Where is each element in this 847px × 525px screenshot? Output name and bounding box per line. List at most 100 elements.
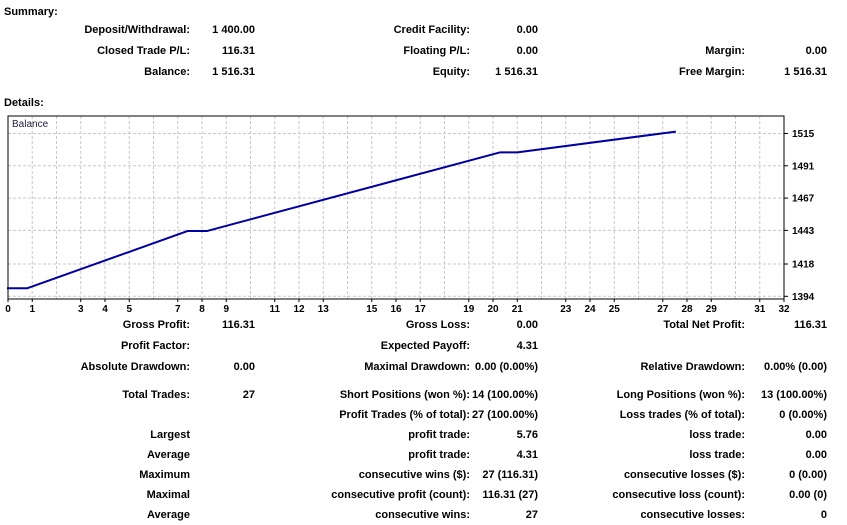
stat-label: Maximum	[139, 469, 190, 481]
stat-value	[190, 445, 255, 465]
stat-value: 0.00	[516, 45, 538, 57]
stat-label: Balance:	[144, 66, 190, 78]
stat-value	[190, 336, 255, 357]
stat-label: Profit Factor:	[120, 340, 190, 352]
stat-value: 27 (100.00%)	[471, 409, 538, 421]
svg-text:8: 8	[199, 304, 205, 313]
svg-text:11: 11	[269, 304, 280, 313]
stat-label: consecutive profit (count):	[331, 489, 470, 501]
stat-value	[745, 20, 827, 41]
stat-value	[190, 425, 255, 445]
svg-text:3: 3	[78, 304, 84, 313]
stat-value: 116.31 (27)	[482, 489, 538, 501]
stat-label: Absolute Drawdown:	[80, 361, 190, 373]
svg-text:17: 17	[415, 304, 427, 313]
trades-table: Total Trades: 27 Short Positions (won %): 1…	[0, 385, 847, 525]
svg-text:0: 0	[5, 304, 11, 313]
stat-row: Maximal consecutive profit (count): 116.31…	[0, 485, 847, 505]
svg-text:29: 29	[706, 304, 718, 313]
stat-value: 1 516.31	[495, 66, 538, 78]
stat-label: Expected Payoff:	[380, 340, 470, 352]
stat-label: Gross Loss:	[405, 319, 470, 331]
svg-text:1394: 1394	[792, 292, 815, 303]
stat-label: Gross Profit:	[122, 319, 190, 331]
svg-text:1418: 1418	[792, 260, 815, 271]
stat-label: consecutive wins ($):	[358, 469, 470, 481]
stat-label: consecutive losses:	[640, 509, 745, 521]
stat-row: Largest profit trade: 5.76 loss trade: 0.00	[0, 425, 847, 445]
svg-text:16: 16	[390, 304, 402, 313]
svg-text:23: 23	[560, 304, 572, 313]
balance-chart-svg: 0 1 3 4 5 7 8 9 11 12 13 15 16 17 19 20 21 23 24 25 27 28 29 31…	[5, 115, 815, 315]
svg-text:1515: 1515	[792, 129, 815, 140]
stat-label: Average	[146, 509, 190, 521]
svg-text:9: 9	[223, 304, 229, 313]
stat-value: 0.00 (0)	[789, 489, 827, 501]
stat-row: Absolute Drawdown: 0.00 Maximal Drawdown: 0…	[0, 357, 847, 378]
stat-label: Margin:	[705, 45, 745, 57]
stat-row: Average consecutive wins: 27 consecutive lo…	[0, 505, 847, 525]
stat-value: 27 (116.31)	[482, 469, 538, 481]
svg-text:27: 27	[657, 304, 669, 313]
stat-label: Maximal Drawdown:	[364, 361, 470, 373]
stat-value: 0.00	[516, 319, 538, 331]
stat-value: 116.31	[221, 319, 255, 331]
stat-value: 0.00 (0.00%)	[475, 361, 538, 373]
svg-text:25: 25	[609, 304, 621, 313]
svg-text:12: 12	[293, 304, 305, 313]
stat-label: Short Positions (won %):	[339, 389, 470, 401]
svg-text:15: 15	[366, 304, 378, 313]
stat-value: 0	[820, 509, 827, 521]
stat-value	[190, 405, 255, 425]
svg-text:5: 5	[126, 304, 132, 313]
stat-value: 0.00	[805, 45, 827, 57]
stat-value: 0.00	[805, 429, 827, 441]
stat-label: loss trade:	[689, 429, 745, 441]
stat-value: 0 (0.00)	[789, 469, 827, 481]
stat-row: Gross Profit: 116.31 Gross Loss: 0.00 Total …	[0, 315, 847, 336]
stat-value: 5.76	[516, 429, 538, 441]
svg-text:20: 20	[487, 304, 499, 313]
stat-value: 4.31	[516, 340, 538, 352]
stat-label: profit trade:	[408, 449, 470, 461]
svg-text:24: 24	[584, 304, 596, 313]
stat-label: Floating P/L:	[403, 45, 470, 57]
stat-label: Total Net Profit:	[663, 319, 745, 331]
stat-value: 1 400.00	[212, 24, 255, 36]
svg-text:Balance: Balance	[12, 119, 49, 130]
stat-row: Closed Trade P/L: 116.31 Floating P/L: 0.00…	[0, 41, 847, 62]
stat-value: 13 (100.00%)	[760, 389, 827, 401]
stat-value	[745, 336, 827, 357]
stat-label: loss trade:	[689, 449, 745, 461]
svg-text:31: 31	[754, 304, 766, 313]
svg-text:1467: 1467	[792, 194, 815, 205]
stat-label: Deposit/Withdrawal:	[84, 24, 190, 36]
svg-text:32: 32	[778, 304, 790, 313]
stat-label: profit trade:	[408, 429, 470, 441]
stat-row: Balance: 1 516.31 Equity: 1 516.31 Free Marg…	[0, 62, 847, 83]
stat-label: Average	[146, 449, 190, 461]
svg-text:1491: 1491	[792, 161, 815, 172]
stat-value: 0.00	[805, 449, 827, 461]
stat-label: Largest	[150, 429, 190, 441]
stat-label	[538, 20, 745, 41]
stat-row: Profit Factor: Expected Payoff: 4.31	[0, 336, 847, 357]
stat-label: Equity:	[432, 66, 470, 78]
stat-value: 27	[242, 389, 255, 401]
stat-label: consecutive wins:	[375, 509, 470, 521]
stat-label: Total Trades:	[122, 389, 190, 401]
stat-label	[538, 336, 745, 357]
stat-value: 14 (100.00%)	[471, 389, 538, 401]
svg-text:28: 28	[681, 304, 693, 313]
stat-label: Relative Drawdown:	[640, 361, 745, 373]
stat-value: 1 516.31	[784, 66, 827, 78]
svg-text:4: 4	[102, 304, 108, 313]
stat-row: Total Trades: 27 Short Positions (won %): 1…	[0, 385, 847, 405]
stat-value: 0 (0.00%)	[779, 409, 827, 421]
stat-value: 27	[525, 509, 538, 521]
stat-value: 0.00% (0.00)	[764, 361, 827, 373]
stat-value	[190, 505, 255, 525]
svg-text:7: 7	[175, 304, 181, 313]
stat-row: Maximum consecutive wins ($): 27 (116.31) c…	[0, 465, 847, 485]
